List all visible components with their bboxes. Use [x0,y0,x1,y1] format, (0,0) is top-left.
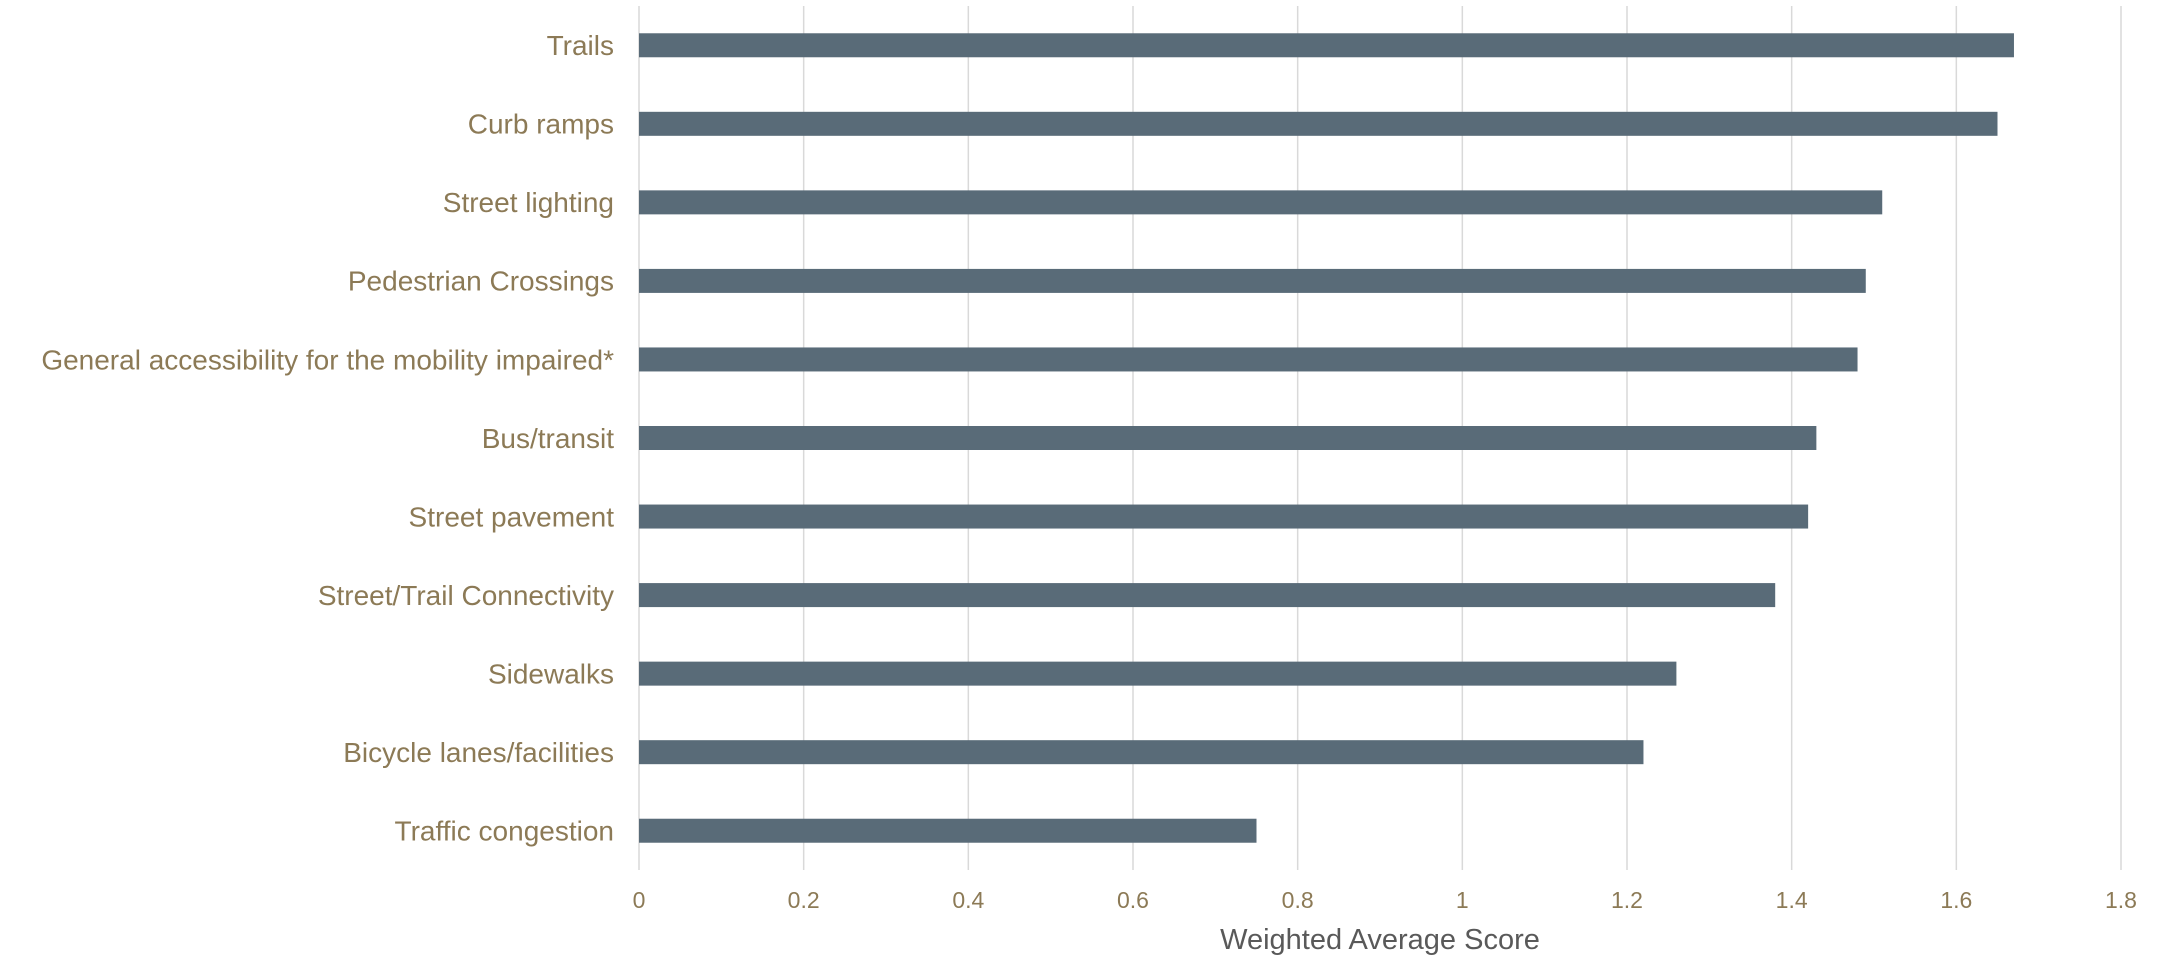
x-axis-title: Weighted Average Score [1220,924,1540,956]
x-tick-label: 0.8 [1282,887,1314,913]
x-tick-label: 1.6 [1940,887,1972,913]
category-label: Street/Trail Connectivity [318,580,614,611]
bar [639,347,1858,372]
category-label: Trails [547,30,614,61]
category-label: Bus/transit [482,423,614,454]
bar [639,661,1677,686]
category-label: Pedestrian Crossings [348,266,614,297]
bar [639,740,1644,765]
bar [639,33,2014,58]
x-tick-label: 0.4 [952,887,984,913]
x-tick-labels: 0 0.2 0.4 0.6 0.8 1 1.2 1.4 1.6 1.8 [633,887,2137,913]
category-label: Traffic congestion [395,816,614,847]
bar [639,504,1809,529]
bar [639,426,1817,450]
category-label: Street pavement [409,501,615,532]
category-label: General accessibility for the mobility i… [41,344,614,375]
category-label: Curb ramps [468,109,614,140]
x-tick-label: 1.4 [1776,887,1808,913]
x-tick-label: 0.6 [1117,887,1149,913]
x-tick-label: 1.2 [1611,887,1643,913]
category-label: Street lighting [443,187,614,218]
x-tick-label: 1.8 [2105,887,2137,913]
bar [639,111,1998,136]
x-tick-label: 0 [633,887,646,913]
bar [639,268,1866,293]
bar [639,583,1776,608]
category-labels: Trails Curb ramps Street lighting Pedestria… [41,30,614,846]
x-tick-label: 1 [1456,887,1469,913]
x-tick-label: 0.2 [788,887,820,913]
category-label: Sidewalks [488,658,614,689]
category-label: Bicycle lanes/facilities [343,737,614,768]
bar [639,190,1883,215]
bars [639,33,2014,843]
bar [639,818,1257,843]
